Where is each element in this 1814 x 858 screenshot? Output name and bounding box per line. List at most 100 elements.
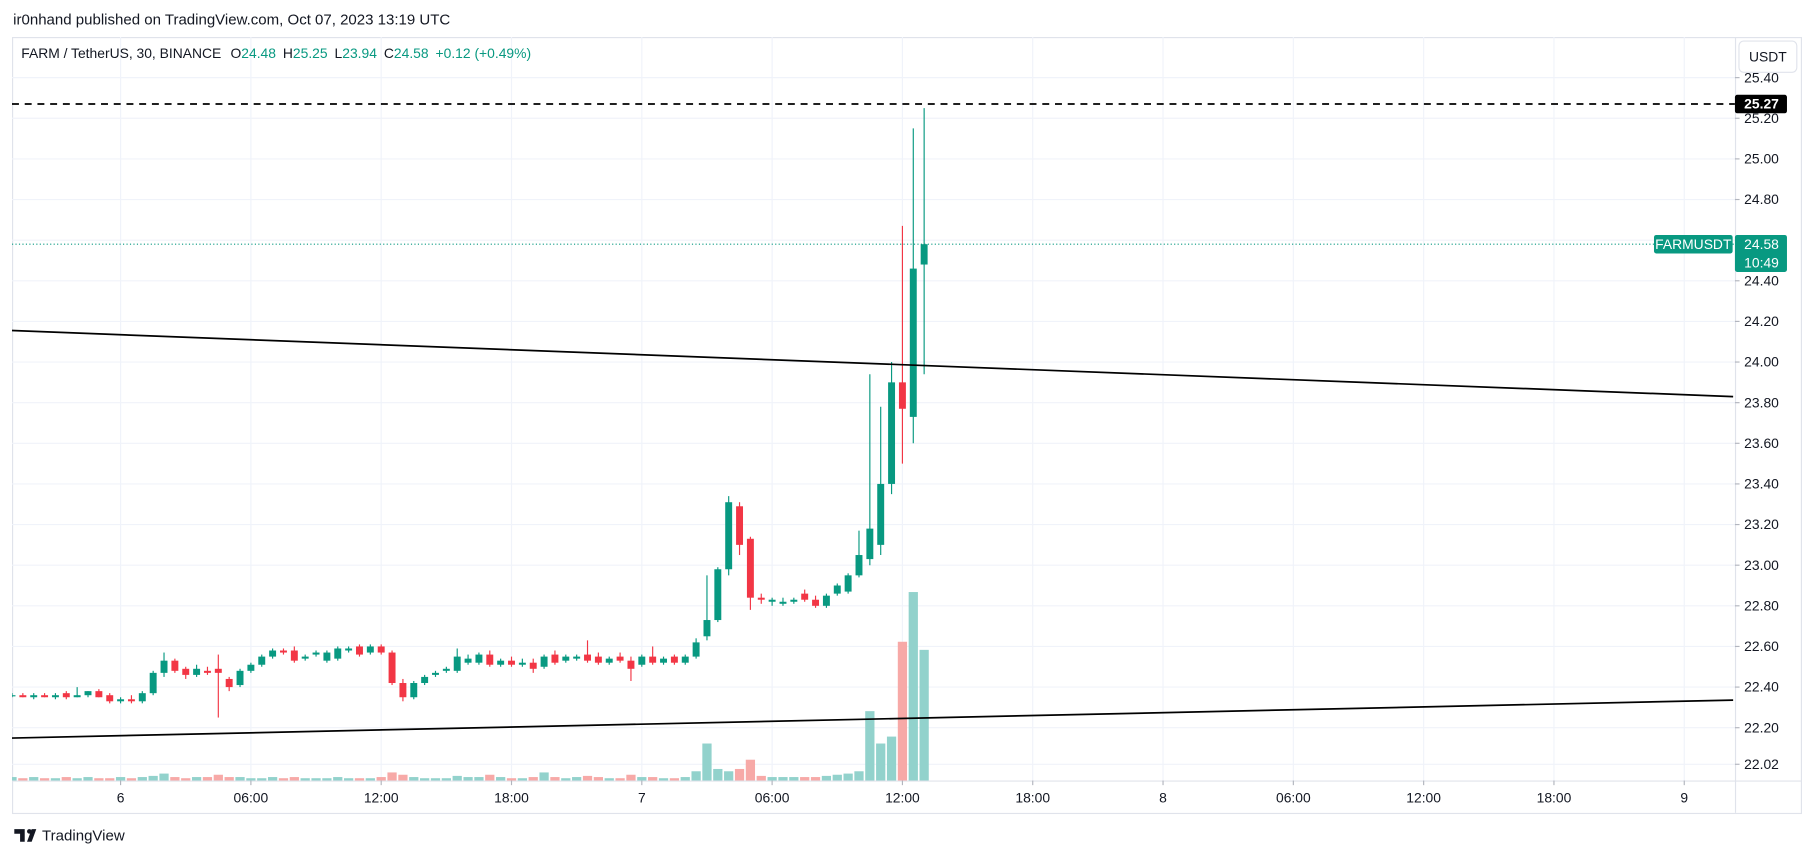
- plot: [11, 103, 1735, 781]
- volume-bar: [572, 777, 582, 781]
- volume-bar: [734, 768, 745, 781]
- candle-body: [160, 660, 168, 673]
- candle-body: [594, 656, 602, 663]
- volume-bar: [756, 775, 766, 781]
- candle-body: [84, 691, 92, 696]
- ohlc-letter: C: [384, 45, 394, 61]
- y-tick-label: 25.20: [1744, 110, 1779, 126]
- candle-body: [736, 506, 744, 545]
- volume-bar: [908, 592, 918, 781]
- candle-body: [356, 646, 363, 655]
- ohlc-value: 24.58: [394, 45, 429, 61]
- volume-bar: [181, 778, 191, 781]
- candle-body: [464, 658, 472, 663]
- volume-bar: [398, 774, 408, 781]
- candle-body: [779, 601, 787, 604]
- volume-bar: [11, 777, 17, 781]
- candle-body: [279, 650, 287, 653]
- candle-body: [225, 678, 233, 688]
- candle-body: [562, 656, 570, 661]
- candle-body: [399, 683, 407, 698]
- candle-body: [649, 656, 657, 663]
- y-tick-label: 25.00: [1744, 151, 1779, 167]
- candle-body: [833, 585, 841, 594]
- candle-body: [345, 648, 353, 651]
- volume-bar: [713, 768, 723, 781]
- y-tick-label: 22.60: [1744, 638, 1779, 654]
- y-tick-label: 23.20: [1744, 516, 1779, 532]
- y-tick-label: 22.20: [1744, 719, 1779, 735]
- volume-bar: [474, 777, 484, 781]
- y-tick-label: 24.80: [1744, 191, 1779, 207]
- volume-bar: [463, 777, 473, 781]
- volume-bar: [441, 778, 451, 781]
- high-line-label-box: [1734, 94, 1787, 114]
- candle-body: [497, 660, 505, 665]
- currency-button-box[interactable]: [1738, 40, 1798, 73]
- currency-button[interactable]: USDT: [1738, 40, 1798, 73]
- volume-bar: [170, 777, 180, 781]
- candle-body: [703, 620, 711, 637]
- y-tick-label: 24.00: [1744, 354, 1779, 370]
- candle-body: [681, 656, 689, 663]
- candle-body: [334, 648, 342, 659]
- volume-bar: [626, 774, 636, 781]
- candle-body: [377, 646, 385, 653]
- x-tick-label: 18:00: [1537, 789, 1572, 805]
- candle-body: [312, 652, 320, 655]
- candle-body: [584, 654, 591, 661]
- volume-bar: [246, 778, 256, 781]
- candle-body: [193, 668, 201, 675]
- volume-bar: [789, 777, 799, 781]
- x-tick-label: 18:00: [494, 789, 529, 805]
- trend-line: [11, 329, 1734, 398]
- volume-bar: [39, 778, 50, 781]
- volume-bar: [29, 777, 39, 781]
- ohlc-letter: L: [335, 45, 343, 61]
- candle-body: [442, 668, 450, 671]
- volume-bar: [137, 777, 147, 781]
- x-tick-label: 06:00: [755, 789, 790, 805]
- candle-body: [768, 599, 776, 602]
- volume-bar: [832, 774, 842, 781]
- volume-bar: [550, 777, 560, 781]
- candle-body: [236, 670, 244, 686]
- volume-bar: [159, 773, 169, 781]
- volume-bar: [420, 778, 430, 781]
- volume-bar: [506, 778, 517, 781]
- ohlc-letter: O: [230, 45, 241, 61]
- candle-body: [149, 672, 157, 694]
- volume-bar: [615, 778, 625, 781]
- volume-bar: [593, 777, 604, 781]
- volume-bar: [691, 771, 701, 781]
- footer-logo: TradingView: [14, 828, 125, 845]
- volume-bar: [604, 778, 614, 781]
- volume-bar: [876, 743, 886, 781]
- candle-body: [822, 595, 830, 606]
- grid: [11, 37, 1735, 781]
- volume-bar: [702, 743, 712, 781]
- currency-button-label[interactable]: USDT: [1749, 48, 1787, 64]
- volume-bar: [561, 778, 571, 781]
- volume-bar: [680, 777, 690, 781]
- volume-bar: [897, 641, 908, 781]
- candle-body: [551, 654, 559, 663]
- volume-bar: [213, 774, 223, 781]
- candle-body: [171, 660, 179, 671]
- volume-bar: [300, 778, 310, 781]
- volume-bar: [767, 777, 777, 781]
- volume-bar: [61, 777, 71, 781]
- volume-bar: [343, 778, 354, 781]
- volume-bar: [886, 736, 897, 781]
- candle-body: [323, 652, 331, 661]
- y-tick-label: 23.80: [1744, 394, 1779, 410]
- candle-body: [432, 672, 439, 675]
- volume-bar: [202, 777, 213, 781]
- candle-body: [366, 646, 374, 653]
- volume-bar: [582, 775, 593, 781]
- volume-bar: [311, 778, 321, 781]
- candle-body: [812, 599, 820, 606]
- y-tick-label: 25.40: [1744, 69, 1779, 85]
- y-tick-label: 22.40: [1744, 679, 1779, 695]
